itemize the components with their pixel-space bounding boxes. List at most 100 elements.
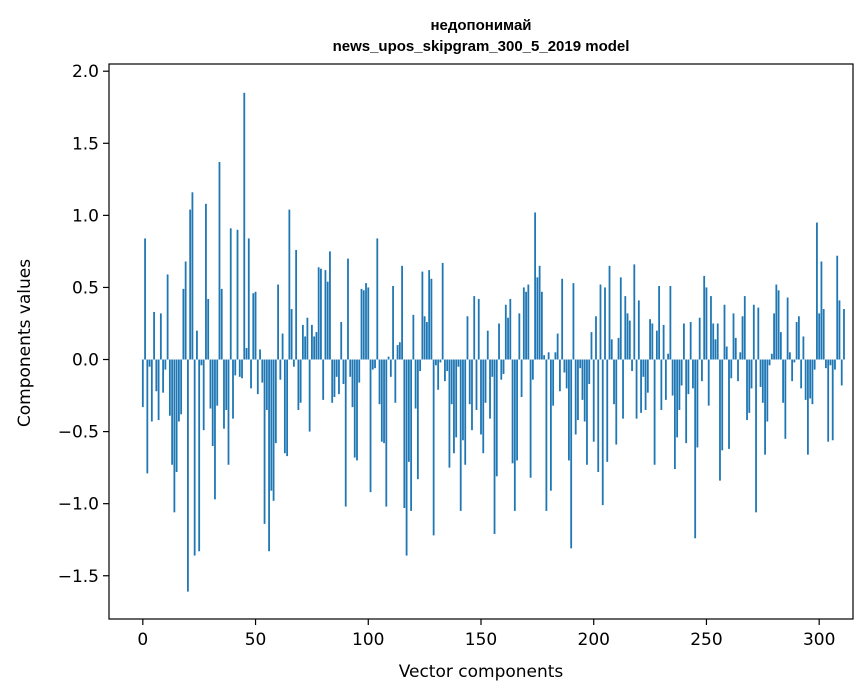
bar	[838, 300, 841, 360]
bar	[687, 359, 690, 395]
y-tick-label: 1.0	[72, 206, 99, 226]
bar	[396, 345, 399, 360]
bar	[509, 298, 512, 360]
bar	[809, 359, 812, 399]
bar	[473, 296, 476, 360]
bar	[306, 317, 309, 360]
bar	[466, 316, 469, 360]
bar	[597, 359, 600, 472]
bar	[732, 313, 735, 360]
bar	[369, 359, 372, 493]
bar	[495, 359, 498, 477]
bar	[538, 265, 541, 360]
bar	[247, 238, 250, 360]
bar	[446, 359, 449, 372]
bar	[782, 359, 785, 403]
bar	[333, 359, 336, 397]
bar	[595, 316, 597, 360]
bar	[556, 333, 559, 360]
bar	[444, 359, 446, 382]
bar	[211, 359, 214, 447]
bar	[825, 359, 827, 369]
bar	[518, 313, 521, 360]
bar	[462, 359, 464, 441]
bar	[351, 359, 354, 408]
bar	[177, 359, 180, 422]
bar	[802, 336, 805, 360]
bar	[712, 323, 715, 360]
bar	[238, 359, 241, 377]
bar	[455, 359, 458, 438]
bar	[252, 293, 255, 360]
bar	[696, 359, 699, 448]
bar	[829, 359, 832, 366]
bar	[739, 352, 742, 360]
bar	[540, 291, 543, 360]
bar	[401, 265, 403, 360]
bar	[250, 359, 252, 389]
bar	[407, 359, 410, 462]
bar	[543, 355, 546, 360]
bar	[723, 304, 726, 360]
bar	[394, 359, 397, 403]
bar	[450, 359, 453, 405]
bar	[784, 359, 787, 439]
bar	[353, 359, 356, 458]
bar	[216, 359, 219, 406]
y-axis-label: Components values	[15, 259, 35, 427]
bar	[559, 359, 561, 392]
bar	[317, 267, 320, 360]
bar	[683, 323, 685, 360]
bar	[261, 359, 264, 383]
bar	[301, 324, 304, 360]
bar	[464, 359, 467, 465]
bar	[588, 359, 591, 385]
bar	[586, 359, 588, 465]
bar	[606, 359, 609, 462]
bar	[430, 278, 433, 360]
bar	[574, 359, 577, 435]
bar	[196, 330, 198, 360]
bar	[529, 359, 532, 478]
bar	[362, 290, 365, 360]
bar	[658, 286, 661, 360]
bar	[205, 203, 207, 360]
bar	[563, 359, 566, 373]
bar	[299, 359, 302, 403]
bar	[480, 359, 482, 435]
bar	[380, 359, 383, 442]
y-tick-label: 2.0	[72, 62, 99, 82]
bar	[173, 359, 176, 513]
bar	[374, 359, 376, 369]
bar	[840, 359, 843, 386]
bar	[376, 238, 379, 360]
bar	[486, 330, 489, 360]
bar	[146, 359, 149, 474]
bar	[410, 359, 413, 511]
bar	[218, 162, 221, 360]
bar	[741, 316, 744, 360]
bar	[232, 359, 234, 419]
bar	[797, 316, 800, 360]
bar	[793, 359, 796, 363]
bar	[531, 359, 534, 380]
bar	[335, 359, 338, 377]
bar	[477, 298, 480, 360]
bar	[811, 359, 814, 405]
bar	[459, 359, 462, 511]
bar	[705, 287, 708, 360]
bar	[716, 323, 719, 360]
bar	[719, 359, 721, 481]
bar	[367, 287, 370, 360]
bar	[667, 353, 670, 360]
bar	[347, 258, 349, 360]
bar	[572, 283, 575, 360]
bar	[171, 359, 174, 465]
bar	[728, 359, 730, 449]
bar	[468, 359, 471, 405]
bar	[748, 359, 751, 413]
bar	[646, 359, 649, 393]
bar	[655, 330, 658, 360]
bar	[281, 333, 284, 360]
